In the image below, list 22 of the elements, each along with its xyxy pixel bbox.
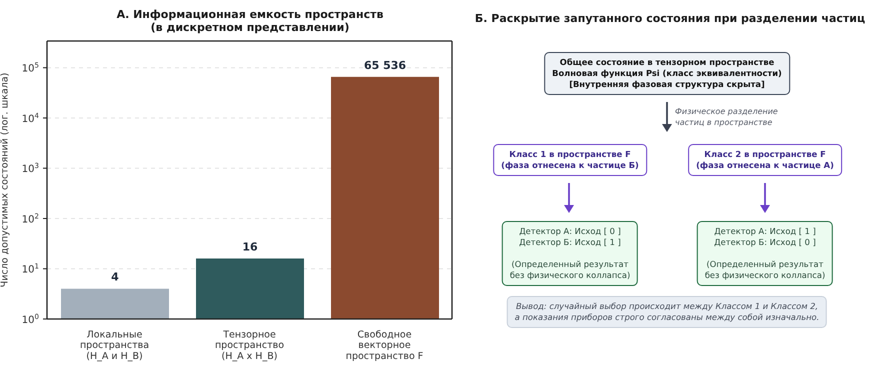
- text: Б. Раскрытие запутанного состояния при разделении частиц: [474, 12, 866, 25]
- text: Детектор А: Исход [ 0 ] Детектор Б: Исход [ 1 ] (Определенный результат без физического коллапса): [510, 226, 630, 280]
- y-tick-label: 10$^{5}$: [22, 62, 39, 75]
- x-tick-label: Локальные пространства (H_A и H_B): [80, 330, 150, 362]
- y-axis-title: Число допустимых состояний (лог. шкала): [0, 72, 10, 288]
- y-tick-label: 10$^{3}$: [22, 162, 39, 176]
- y-tick-label: 10$^{4}$: [22, 112, 40, 125]
- data-label: 16: [242, 240, 258, 254]
- x-tick-label: Свободное векторное пространство F: [346, 330, 424, 362]
- x-tick-label: Тензорное пространство (H_A x H_B): [214, 330, 284, 362]
- text: Детектор А: Исход [ 1 ] Детектор Б: Исход [ 0 ] (Определенный результат без физического коллапса): [704, 226, 826, 280]
- data-label: 65 536: [364, 58, 406, 72]
- text: Вывод: случайный выбор происходит между Классом 1 и Классом 2, а показания приборов строго согласованы между собой изначально.: [514, 301, 820, 323]
- y-tick-label: 10$^{1}$: [22, 262, 39, 276]
- text: Физическое разделение частиц в пространстве: [675, 107, 778, 129]
- text: Класс 1 в пространстве F (фаза отнесена к частице Б): [501, 149, 639, 171]
- text: Общее состояние в тензорном пространстве Волновая функция Psi (класс эквивалентности) [Внутренняя фазовая структура скрыта]: [552, 57, 782, 90]
- chart-title: А. Информационная емкость пространств (в дискретном представлении): [116, 8, 384, 34]
- y-tick-label: 10$^{0}$: [22, 313, 39, 326]
- y-tick-label: 10$^{2}$: [22, 212, 39, 226]
- data-label: 4: [111, 270, 120, 284]
- text: Класс 2 в пространстве F (фаза отнесена к частице А): [696, 149, 834, 171]
